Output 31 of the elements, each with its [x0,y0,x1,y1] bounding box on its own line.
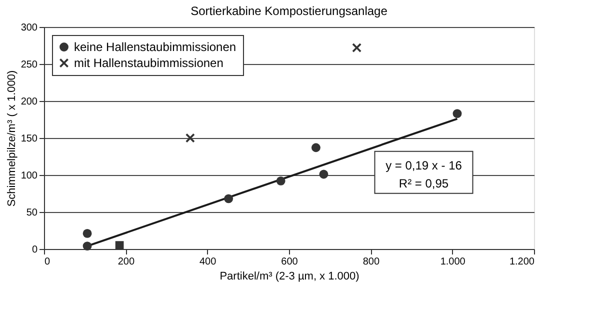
annotation: R² = 0,95 [398,176,449,190]
point [82,228,92,238]
y-tick-label: 0 [32,244,38,256]
x-tick-label: 600 [281,256,298,268]
x-tick-label: 1.200 [509,256,535,268]
x-tick-label: 200 [118,256,135,268]
point [352,43,362,52]
point [115,241,124,250]
point [452,109,462,118]
chart-title: Sortierkabine Kompostierungsanlage [190,4,388,18]
point [186,134,195,142]
x-tick-label: 0 [44,256,50,268]
point [224,194,234,204]
x-tick-label: 800 [362,256,380,268]
y-tick-label: 200 [20,96,38,108]
point [319,170,328,179]
x-tick-label: 1.000 [440,256,466,268]
x-axis-title: Partikel/m³ (2-3 µm, x 1.000) [220,270,360,282]
y-tick-label: 50 [26,208,38,218]
y-tick-label: 250 [20,60,38,70]
y-tick-label: 100 [20,170,38,182]
x-tick-label: 400 [199,256,217,268]
y-tick-label: 300 [20,22,38,34]
point [311,143,320,152]
legend-label: mit Hallenstaubimmissionen [74,56,224,70]
point [82,242,92,251]
annotation: y = 0,19 x - 16 [386,158,462,172]
y-axis-title: Schimmelpilze/m³ ( x 1.000) [6,70,18,207]
legend-label: keine Hallenstaubimmissionen [74,40,236,54]
point [276,176,286,186]
y-tick-label: 150 [20,134,38,144]
